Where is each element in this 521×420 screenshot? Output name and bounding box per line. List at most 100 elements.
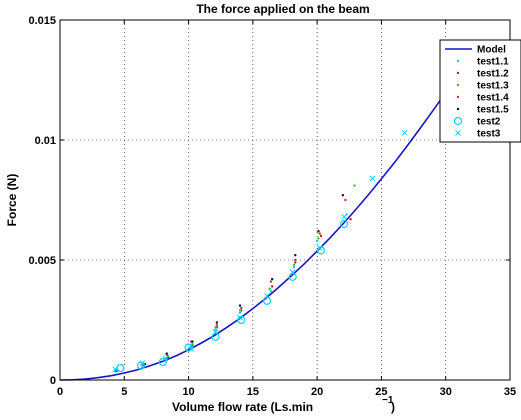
point-test1-3 xyxy=(238,309,242,312)
point-test3 xyxy=(139,360,146,367)
point-test3 xyxy=(401,129,408,136)
point-test3 xyxy=(188,345,194,352)
point-test1-5 xyxy=(215,321,219,324)
point-test1-5 xyxy=(317,230,320,233)
x-axis-label-close: ) xyxy=(391,400,395,414)
x-tick-label: 10 xyxy=(182,386,194,398)
marker-stroke xyxy=(212,329,219,335)
marker-stroke xyxy=(237,314,243,321)
x-tick-label: 5 xyxy=(121,386,127,398)
legend-swatch-marker xyxy=(456,95,460,99)
marker-stroke xyxy=(139,360,146,367)
point-test1-5 xyxy=(270,278,274,281)
marker-stroke xyxy=(401,129,408,136)
y-tick-label: 0.015 xyxy=(28,15,56,27)
legend-label: test1.3 xyxy=(477,81,509,92)
point-test2 xyxy=(116,363,125,373)
legend-item: test3 xyxy=(455,129,501,140)
point-test1-2 xyxy=(319,234,323,238)
point-test3 xyxy=(237,314,243,321)
marker-stroke xyxy=(162,355,169,362)
x-tick-label: 0 xyxy=(57,386,63,398)
x-tick-label: 35 xyxy=(504,386,516,398)
legend-swatch-marker xyxy=(455,130,461,136)
y-tick-label: 0.005 xyxy=(28,255,56,267)
legend-label: Model xyxy=(477,45,506,56)
point-test3 xyxy=(162,355,169,362)
legend-label: test2 xyxy=(477,117,501,128)
point-test1-3 xyxy=(292,263,296,266)
x-axis-label: Volume flow rate (Ls.min xyxy=(172,400,313,414)
point-test1-5 xyxy=(341,194,345,197)
legend-swatch-marker xyxy=(453,116,463,126)
points-layer xyxy=(112,129,408,373)
legend-item: Model xyxy=(445,45,506,56)
legend-swatch-marker xyxy=(456,59,460,63)
point-test1-2 xyxy=(270,285,274,288)
point-test2 xyxy=(158,357,167,367)
y-axis-ticks: 0 0.005 0.01 0.015 xyxy=(28,15,510,387)
point-test2 xyxy=(262,296,272,305)
marker-stroke xyxy=(316,245,323,251)
point-test2 xyxy=(288,272,297,281)
point-test1-1 xyxy=(238,311,242,314)
legend-label: test1.5 xyxy=(477,105,509,116)
legend-label: test1.1 xyxy=(477,57,509,68)
model-layer xyxy=(59,55,473,381)
legend-swatch-marker xyxy=(456,71,460,75)
point-test1-3 xyxy=(191,342,194,346)
point-test1-4 xyxy=(215,323,219,326)
point-test3 xyxy=(341,213,347,220)
x-tick-label: 20 xyxy=(311,386,323,398)
point-test1-4 xyxy=(318,232,321,235)
x-axis-label-exponent: −1 xyxy=(382,395,394,406)
marker-stroke xyxy=(264,293,270,299)
marker-stroke xyxy=(341,213,347,220)
legend-item: test1.4 xyxy=(456,93,509,104)
marker-stroke xyxy=(455,130,461,136)
legend-item: test1.5 xyxy=(456,105,509,116)
legend-swatch-marker xyxy=(456,107,460,111)
point-test1-4 xyxy=(344,198,347,202)
chart-title: The force applied on the beam xyxy=(196,2,369,16)
point-test1-3 xyxy=(317,237,320,240)
legend-item: test1.2 xyxy=(456,69,509,80)
point-test1-1 xyxy=(269,290,273,293)
point-test1-5 xyxy=(165,352,168,355)
point-test1-4 xyxy=(269,280,273,283)
point-test1-3 xyxy=(353,184,356,187)
point-test3 xyxy=(112,366,119,373)
legend-label: test1.4 xyxy=(477,93,509,104)
x-tick-label: 30 xyxy=(440,386,452,398)
marker-stroke xyxy=(289,269,296,275)
legend-label: test3 xyxy=(477,129,501,140)
y-tick-label: 0 xyxy=(50,375,56,387)
point-test1-5 xyxy=(191,340,194,343)
point-test1-3 xyxy=(214,326,217,329)
point-test1-2 xyxy=(349,218,352,221)
legend-label: test1.2 xyxy=(477,69,509,80)
y-tick-label: 0.01 xyxy=(35,135,56,147)
legend-item: test1.3 xyxy=(456,81,509,92)
point-test1-1 xyxy=(315,239,319,242)
legend-swatch-marker xyxy=(456,83,460,87)
point-test3 xyxy=(264,293,270,299)
point-test1-2 xyxy=(294,261,297,264)
legend-item: test1.1 xyxy=(456,57,509,68)
point-test1-1 xyxy=(214,328,217,331)
point-test1-5 xyxy=(238,304,242,307)
x-tick-label: 15 xyxy=(247,386,259,398)
point-test3 xyxy=(369,175,376,182)
model-line xyxy=(59,55,473,381)
point-test2 xyxy=(340,219,349,229)
point-test1-5 xyxy=(294,254,297,257)
marker-stroke xyxy=(188,345,194,352)
point-test3 xyxy=(212,329,219,335)
y-axis-label: Force (N) xyxy=(5,174,19,227)
legend: Modeltest1.1test1.2test1.3test1.4test1.5… xyxy=(439,39,521,143)
point-test3 xyxy=(289,269,296,275)
point-test3 xyxy=(316,245,323,251)
legend-box xyxy=(439,39,521,143)
point-test2 xyxy=(211,332,220,341)
